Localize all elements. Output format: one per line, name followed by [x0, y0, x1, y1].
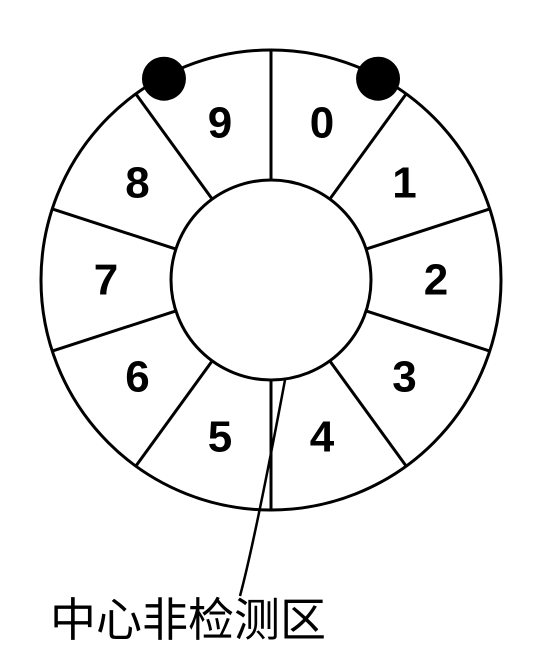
sector-divider	[52, 311, 176, 351]
sector-label: 3	[392, 352, 416, 401]
inner-circle	[171, 180, 371, 380]
sector-label: 5	[208, 412, 232, 461]
sector-label: 8	[125, 159, 149, 208]
marker-dot	[142, 57, 186, 101]
sector-label: 0	[310, 99, 334, 148]
sector-label: 1	[392, 159, 416, 208]
sector-label: 6	[125, 352, 149, 401]
sector-label: 2	[424, 256, 448, 305]
sector-label: 9	[208, 99, 232, 148]
sector-divider	[366, 209, 490, 249]
leader-line	[240, 380, 285, 596]
sector-divider	[52, 209, 176, 249]
sector-label: 7	[94, 256, 118, 305]
marker-dot	[356, 57, 400, 101]
sector-label: 4	[310, 412, 335, 461]
caption-text: 中心非检测区	[50, 595, 326, 646]
sector-divider	[366, 311, 490, 351]
